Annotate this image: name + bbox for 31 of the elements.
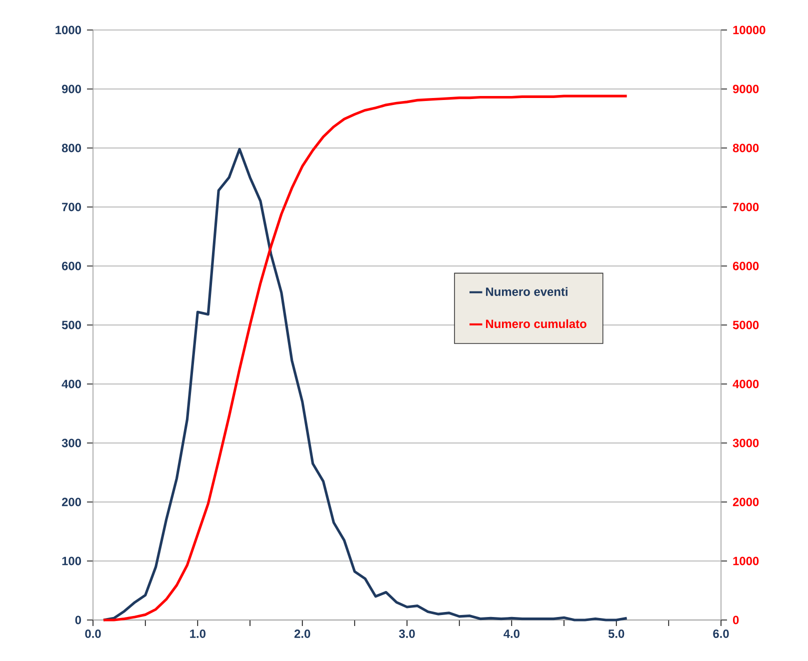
y2-tick-label: 7000: [733, 202, 759, 212]
y2-tick-label: 9000: [732, 84, 759, 94]
y2-tick-label: 2000: [732, 498, 759, 506]
y-tick-label: 0: [75, 616, 81, 624]
x-tick-label: 3.0: [398, 630, 415, 638]
legend-label: Numero eventi: [486, 287, 568, 296]
y-tick-label: 500: [62, 320, 81, 330]
y2-tick-label: 0: [732, 616, 739, 624]
y2-tick-label: 4000: [732, 380, 759, 388]
x-tick-label: 2.0: [294, 630, 310, 638]
y2-tick-label: 8000: [732, 144, 759, 152]
y-tick-label: 300: [62, 438, 81, 448]
legend-label: Numero cumulato: [486, 319, 586, 328]
y2-tick-label: 1000: [733, 556, 759, 566]
y2-tick-label: 6000: [732, 262, 759, 270]
y-tick-label: 100: [62, 556, 81, 566]
x-tick-label: 1.0: [190, 630, 206, 638]
x-tick-label: 4.0: [504, 630, 520, 638]
y-tick-label: 900: [62, 84, 81, 94]
y-tick-label: 400: [62, 380, 81, 388]
x-tick-label: 5.0: [608, 630, 624, 638]
y-tick-label: 800: [62, 144, 81, 152]
y-tick-label: 200: [62, 498, 81, 506]
x-tick-label: 6.0: [713, 630, 729, 638]
y-tick-label: 700: [62, 202, 81, 212]
y-tick-label: 1000: [56, 26, 81, 34]
x-tick-label: 0.0: [85, 630, 101, 638]
y-tick-label: 600: [62, 262, 81, 270]
y2-tick-label: 10000: [733, 26, 766, 34]
y2-tick-label: 3000: [732, 438, 759, 448]
y2-tick-label: 5000: [732, 320, 759, 330]
